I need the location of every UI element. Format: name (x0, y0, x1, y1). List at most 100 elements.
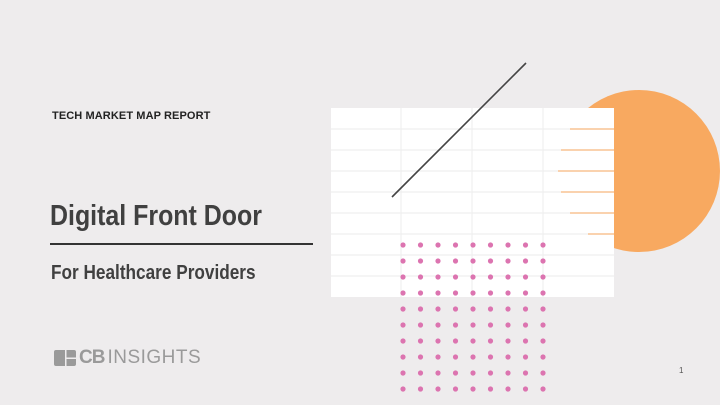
pink-dot (522, 370, 529, 376)
pink-dot (417, 306, 424, 312)
pink-dot (487, 322, 494, 328)
pink-dot (505, 370, 511, 376)
pink-dot (540, 322, 546, 328)
pink-dot (417, 322, 424, 328)
page-number: 1 (679, 366, 684, 375)
pink-dot (540, 258, 546, 264)
pink-dot (435, 386, 441, 392)
pink-dot (400, 322, 406, 328)
pink-dot (470, 258, 476, 264)
pink-dot (522, 290, 529, 296)
cb-insights-logo: CB INSIGHTS (54, 347, 201, 369)
pink-dot (470, 242, 476, 248)
pink-dot (470, 274, 476, 280)
pink-dot (505, 242, 511, 248)
logo-mark-icon (54, 350, 76, 366)
pink-dot (417, 242, 424, 248)
pink-dot (452, 242, 459, 248)
pink-dot (470, 322, 476, 328)
pink-dot (435, 242, 441, 248)
pink-dot (435, 306, 441, 312)
pink-dot (505, 386, 511, 392)
pink-dot (505, 338, 511, 344)
page-subtitle: For Healthcare Providers (51, 262, 256, 284)
pink-dot (435, 370, 441, 376)
pink-dot (522, 306, 529, 312)
pink-dot (452, 322, 459, 328)
pink-dot (540, 370, 546, 376)
pink-dot (452, 354, 459, 360)
pink-dot (417, 354, 424, 360)
pink-dot (417, 370, 424, 376)
page-title: Digital Front Door (50, 200, 262, 232)
pink-dot (470, 290, 476, 296)
pink-dot (452, 258, 459, 264)
pink-dot (540, 290, 546, 296)
pink-dot (522, 354, 529, 360)
pink-dot (540, 306, 546, 312)
pink-dot (522, 274, 529, 280)
pink-dot (400, 370, 406, 376)
pink-dot (487, 274, 494, 280)
pink-dot (487, 258, 494, 264)
pink-dot (540, 338, 546, 344)
pink-dot (417, 338, 424, 344)
pink-dot (452, 274, 459, 280)
pink-dot (505, 290, 511, 296)
pink-dot (540, 274, 546, 280)
pink-dot (505, 274, 511, 280)
pink-dot (400, 386, 406, 392)
pink-dot (452, 370, 459, 376)
pink-dot (540, 386, 546, 392)
pink-dot (435, 322, 441, 328)
pink-dot (505, 354, 511, 360)
pink-dot (505, 258, 511, 264)
report-kicker: TECH MARKET MAP REPORT (52, 110, 211, 122)
pink-dot (417, 258, 424, 264)
pink-dot (435, 258, 441, 264)
pink-dot (400, 274, 406, 280)
pink-dot (487, 370, 494, 376)
pink-dot (452, 290, 459, 296)
pink-dot (487, 242, 494, 248)
pink-dot (400, 242, 406, 248)
pink-dot (435, 274, 441, 280)
pink-dot (400, 290, 406, 296)
pink-dot (470, 386, 476, 392)
pink-dot (470, 338, 476, 344)
pink-dot (417, 274, 424, 280)
pink-dot (540, 354, 546, 360)
pink-dot (522, 322, 529, 328)
logo-insights: INSIGHTS (107, 347, 202, 368)
pink-dot (452, 338, 459, 344)
pink-dot (522, 258, 529, 264)
pink-dot (435, 354, 441, 360)
pink-dot (400, 258, 406, 264)
pink-dot (435, 338, 441, 344)
pink-dot (470, 306, 476, 312)
pink-dot (487, 338, 494, 344)
pink-dot (487, 290, 494, 296)
title-divider (50, 243, 313, 245)
pink-dot (540, 242, 546, 248)
pink-dot (470, 354, 476, 360)
pink-dot (417, 290, 424, 296)
pink-dot (522, 386, 529, 392)
pink-dot (452, 306, 459, 312)
pink-dot (452, 386, 459, 392)
pink-dot (400, 338, 406, 344)
pink-dot (435, 290, 441, 296)
logo-cb: CB (79, 347, 105, 368)
pink-dot (487, 386, 494, 392)
diagonal-line (391, 62, 527, 198)
pink-dot (400, 354, 406, 360)
pink-dot (522, 242, 529, 248)
pink-dot (522, 338, 529, 344)
pink-dot (505, 306, 511, 312)
pink-dot (487, 306, 494, 312)
pink-dot (487, 354, 494, 360)
pink-dot (417, 386, 424, 392)
pink-dot (400, 306, 406, 312)
pink-dot (505, 322, 511, 328)
